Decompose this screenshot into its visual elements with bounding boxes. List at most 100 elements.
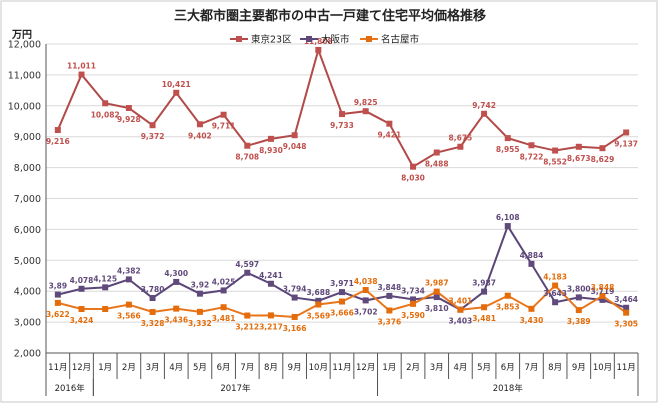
data-label: 9,421: [377, 131, 401, 140]
x-tick-label: 11月: [48, 363, 67, 373]
data-point: [244, 142, 251, 149]
data-label: 9,372: [141, 132, 165, 141]
data-label: 3,688: [306, 288, 330, 297]
x-tick-label: 12月: [356, 363, 375, 373]
data-point: [291, 132, 298, 139]
legend-marker: [366, 36, 372, 42]
data-point: [220, 287, 227, 294]
data-label: 3,853: [496, 303, 520, 312]
data-point: [433, 294, 440, 301]
data-label: 8,488: [425, 160, 449, 169]
series-group: [54, 46, 630, 320]
data-label: 4,241: [259, 271, 283, 280]
x-tick-label: 8月: [264, 363, 278, 373]
x-tick-label: 11月: [332, 363, 351, 373]
data-label: 4,382: [117, 266, 141, 275]
data-point: [599, 292, 606, 299]
data-label: 3,403: [449, 317, 473, 326]
x-tick-label: 6月: [501, 363, 515, 373]
data-point: [457, 143, 464, 150]
data-label: 9,137: [614, 139, 638, 148]
data-point: [552, 147, 559, 154]
x-tick-label: 4月: [169, 363, 183, 373]
data-point: [291, 294, 298, 301]
data-label: 9,402: [188, 131, 212, 140]
data-label: 6,108: [496, 213, 520, 222]
data-label: 3,794: [283, 285, 307, 294]
data-point: [149, 294, 156, 301]
data-label: 3,305: [614, 320, 638, 329]
data-point: [575, 294, 582, 301]
y-tick-label: 2,000: [14, 349, 41, 360]
data-point: [362, 287, 369, 294]
data-labels: 9,21611,01110,0829,9289,37210,4219,4029,…: [46, 37, 638, 333]
x-tick-label: 4月: [453, 363, 467, 373]
data-point: [386, 307, 393, 314]
data-point: [54, 291, 61, 298]
legend-marker: [306, 36, 312, 42]
legend-label: 名古屋市: [381, 34, 420, 46]
data-label: 9,711: [212, 122, 236, 131]
x-tick-label: 5月: [477, 363, 491, 373]
data-point: [528, 142, 535, 149]
data-point: [410, 300, 417, 307]
data-point: [125, 105, 132, 112]
data-label: 3,92: [191, 281, 210, 290]
y-tick-label: 5,000: [14, 256, 41, 267]
data-label: 4,884: [520, 251, 544, 260]
data-label: 3,734: [401, 286, 425, 295]
data-point: [504, 223, 511, 230]
data-label: 8,955: [496, 145, 520, 154]
data-point: [149, 122, 156, 129]
data-point: [196, 290, 203, 297]
data-point: [125, 301, 132, 308]
data-label: 4,597: [235, 260, 259, 269]
data-label: 9,742: [472, 101, 496, 110]
data-label: 3,622: [46, 310, 70, 319]
data-point: [220, 111, 227, 118]
x-tick-label: 2月: [122, 363, 136, 373]
data-label: 3,464: [614, 295, 638, 304]
data-point: [315, 301, 322, 308]
data-label: 3,481: [212, 314, 236, 323]
data-point: [362, 108, 369, 115]
y-axis: 2,000 3,000 4,000 5,000 6,000 7,000 8,000 9,000…: [8, 40, 47, 360]
data-point: [54, 127, 61, 134]
data-label: 3,800: [567, 284, 591, 293]
y-tick-label: 12,000: [8, 40, 41, 51]
data-label: 3,971: [330, 279, 354, 288]
data-label: 9,928: [117, 115, 141, 124]
data-point: [339, 111, 345, 118]
x-tick-label: 3月: [430, 363, 444, 373]
data-point: [125, 276, 132, 283]
data-label: 3,328: [141, 319, 165, 328]
y-tick-label: 6,000: [14, 225, 41, 236]
data-point: [481, 110, 488, 117]
data-label: 3,848: [377, 283, 401, 292]
data-point: [267, 135, 274, 142]
data-point: [196, 121, 203, 128]
data-point: [244, 312, 251, 319]
data-label: 8,930: [259, 146, 283, 155]
data-point: [552, 282, 559, 289]
data-label: 3,590: [401, 311, 425, 320]
x-tick-label: 7月: [240, 363, 254, 373]
data-label: 3,212: [235, 323, 259, 332]
data-label: 8,030: [401, 174, 425, 183]
data-point: [481, 288, 488, 295]
data-point: [575, 143, 582, 150]
data-point: [173, 89, 180, 96]
y-tick-label: 7,000: [14, 194, 41, 205]
data-point: [149, 308, 156, 315]
data-point: [291, 313, 298, 320]
data-point: [78, 285, 85, 292]
data-point: [78, 71, 85, 78]
year-label: 2017年: [220, 383, 251, 394]
data-label: 9,216: [46, 137, 70, 146]
data-point: [315, 46, 322, 53]
data-label: 8,552: [543, 158, 567, 167]
year-label: 2016年: [55, 383, 86, 394]
data-point: [504, 135, 511, 142]
data-label: 4,183: [543, 273, 567, 282]
